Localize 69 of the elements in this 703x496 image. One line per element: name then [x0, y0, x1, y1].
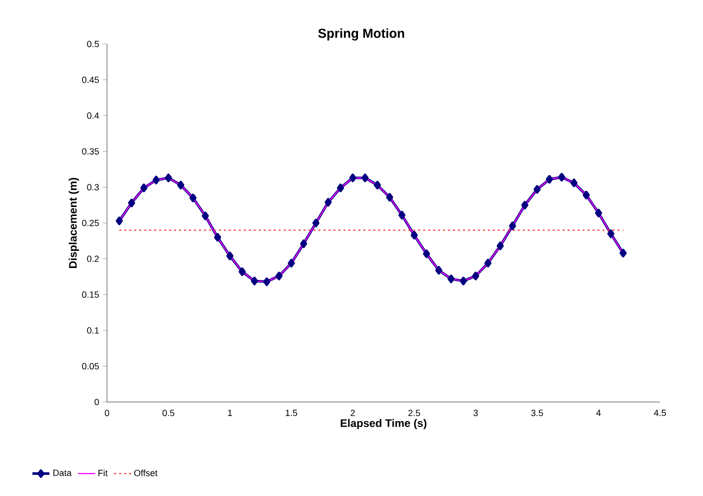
x-tick-label: 3: [474, 410, 478, 416]
point: [448, 274, 455, 284]
x-tick-label: 3.5: [531, 410, 543, 416]
y-tick-label: 0.4: [87, 112, 99, 119]
point: [276, 272, 283, 280]
x-tick-label: 0: [104, 410, 110, 416]
point: [263, 277, 270, 286]
legend-label: Data: [53, 470, 72, 476]
x-tick-label: 2: [350, 410, 355, 416]
point: [214, 233, 222, 242]
y-tick-label: 0.5: [87, 40, 99, 48]
x-tick-label: 1: [228, 410, 232, 416]
y-tick-label: 0: [94, 398, 99, 406]
chart-title: Spring Motion: [318, 28, 404, 41]
y-tick-label: 0.15: [82, 291, 99, 298]
point: [472, 272, 480, 280]
point: [226, 252, 234, 260]
x-tick-label: 0.5: [162, 410, 174, 416]
point: [312, 218, 320, 228]
point: [496, 242, 504, 250]
point: [288, 258, 295, 268]
point: [435, 266, 442, 275]
point: [607, 229, 614, 238]
point: [558, 172, 566, 182]
x-axis-title: Elapsed Time (s): [340, 418, 426, 430]
point: [521, 200, 528, 210]
point: [595, 208, 602, 218]
point: [202, 212, 209, 220]
y-tick-label: 0.35: [82, 148, 99, 155]
x-tick-label: 1.5: [286, 410, 298, 416]
y-tick-label: 0.25: [82, 220, 99, 226]
y-axis-title: Displacement (m): [68, 178, 79, 268]
point: [250, 276, 258, 286]
y-tick-label: 0.1: [87, 327, 99, 334]
x-tick-label: 4.5: [654, 410, 666, 416]
point: [116, 216, 123, 226]
point: [140, 184, 148, 192]
point: [164, 174, 172, 182]
point: [362, 174, 369, 182]
point: [484, 258, 492, 268]
point: [324, 198, 332, 207]
point: [398, 210, 406, 220]
point: [509, 222, 516, 230]
point: [422, 250, 430, 258]
point: [386, 192, 394, 202]
point: [189, 194, 197, 202]
point: [620, 248, 627, 258]
y-tick-label: 0.05: [82, 363, 99, 370]
point: [238, 267, 246, 276]
point: [128, 198, 136, 208]
point: [410, 230, 418, 240]
point: [336, 184, 344, 192]
y-tick-label: 0.45: [82, 76, 99, 83]
y-tick-label: 0.3: [87, 184, 99, 190]
point: [374, 180, 381, 190]
point: [349, 174, 356, 182]
y-tick-label: 0.2: [87, 256, 99, 262]
point: [300, 239, 308, 248]
x-tick-label: 2.5: [408, 410, 420, 416]
legend-label: Offset: [134, 470, 158, 476]
point: [570, 178, 578, 188]
point: [582, 190, 590, 200]
x-tick-label: 4: [596, 410, 601, 416]
point: [177, 180, 184, 190]
point: [460, 276, 467, 286]
point: [546, 175, 553, 184]
point: [534, 185, 541, 194]
point: [152, 176, 160, 184]
legend-label: Fit: [98, 470, 108, 476]
